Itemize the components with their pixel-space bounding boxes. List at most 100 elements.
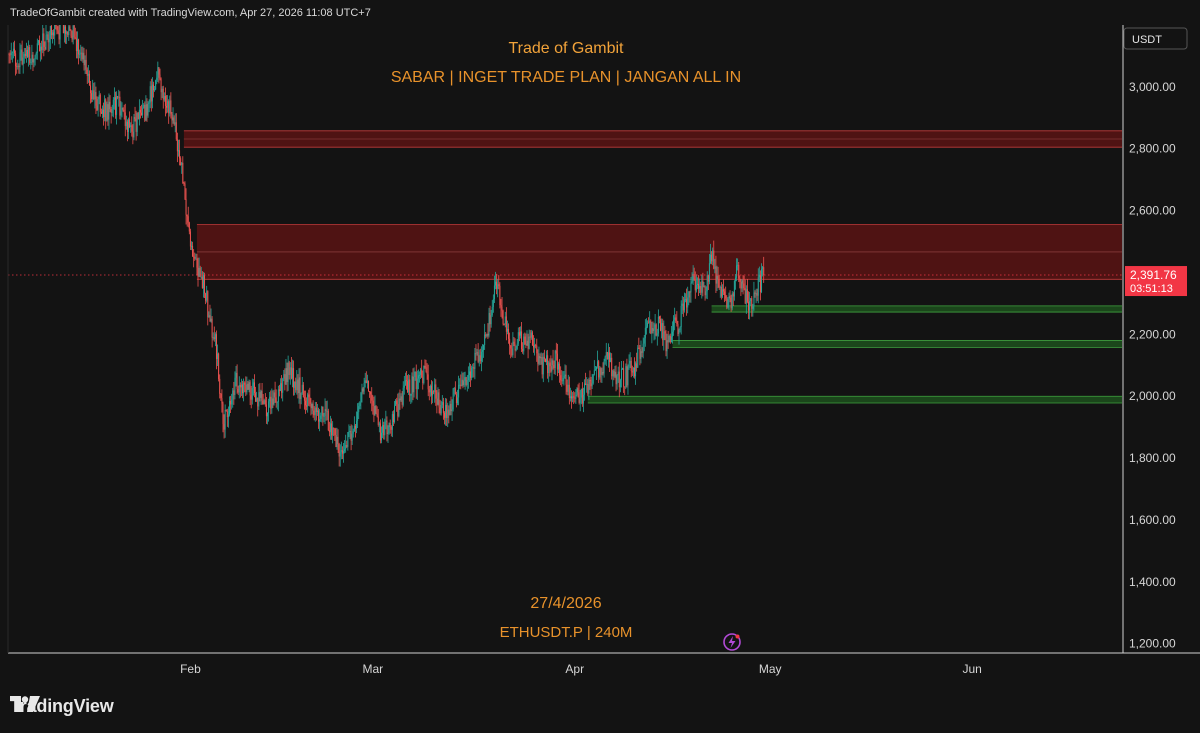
candle-body xyxy=(640,351,642,359)
candle-body xyxy=(116,96,118,115)
candle-body xyxy=(407,381,409,393)
candle-body xyxy=(690,282,692,293)
candle-body xyxy=(498,284,500,286)
candle-body xyxy=(173,117,175,125)
candle-body xyxy=(753,292,755,307)
candle-body xyxy=(688,291,690,298)
candle-body xyxy=(170,100,172,115)
candle-body xyxy=(119,96,121,116)
candle-body xyxy=(143,104,145,109)
candle-body xyxy=(87,73,89,76)
candle-body xyxy=(703,286,705,288)
candle-body xyxy=(10,52,12,56)
candle-body xyxy=(275,397,277,403)
candle-body xyxy=(523,336,525,352)
candle-body xyxy=(335,434,337,448)
candle-body xyxy=(736,265,738,278)
candle-body xyxy=(218,353,220,379)
candle-body xyxy=(25,49,27,56)
candle-body xyxy=(642,343,644,353)
candle-body xyxy=(400,396,402,401)
candle-body xyxy=(719,287,721,288)
candle-body xyxy=(375,405,377,414)
candle-body xyxy=(33,59,35,63)
candle-body xyxy=(604,356,606,361)
candle-body xyxy=(666,340,668,352)
candle-body xyxy=(285,368,287,385)
candle-body xyxy=(370,391,372,395)
candle-body xyxy=(30,62,32,64)
price-chart[interactable]: 3,000.002,800.002,600.002,400.002,200.00… xyxy=(0,25,1200,680)
candlestick-chart[interactable]: 3,000.002,800.002,600.002,400.002,200.00… xyxy=(0,25,1200,680)
candle-body xyxy=(326,410,328,412)
candle-body xyxy=(500,305,502,307)
candle-body xyxy=(255,393,257,402)
candle-body xyxy=(394,405,396,422)
tradingview-logo[interactable]: TradingView xyxy=(10,696,114,717)
candle-body xyxy=(376,413,378,417)
candle-body xyxy=(589,379,591,381)
candle-body xyxy=(93,90,95,100)
candle-body xyxy=(156,77,158,81)
candle-body xyxy=(240,384,242,388)
candle-body xyxy=(410,393,412,396)
candle-body xyxy=(364,380,366,384)
candle-body xyxy=(264,400,266,405)
candle-body xyxy=(557,363,559,370)
candle-body xyxy=(171,114,173,121)
candle-body xyxy=(286,368,288,382)
candle-body xyxy=(485,334,487,337)
candle-body xyxy=(232,390,234,400)
candle-body xyxy=(663,331,665,341)
candle-body xyxy=(473,367,475,369)
candle-body xyxy=(687,297,689,308)
candle-body xyxy=(759,274,761,293)
candle-body xyxy=(283,374,285,379)
chart-footer: TradingView xyxy=(0,680,1200,733)
candle-body xyxy=(700,285,702,293)
candle-body xyxy=(40,46,42,52)
candle-body xyxy=(452,388,454,410)
candle-body xyxy=(44,46,46,50)
candle-body xyxy=(543,356,545,359)
lightning-icon xyxy=(723,633,741,651)
candle-body xyxy=(711,254,713,262)
candle-body xyxy=(554,350,556,369)
candle-body xyxy=(53,32,55,36)
candle-body xyxy=(213,337,215,340)
candle-body xyxy=(79,53,81,55)
last-price-badge xyxy=(1125,266,1187,297)
candle-body xyxy=(150,86,152,102)
candle-body xyxy=(130,125,132,128)
candle-body xyxy=(98,94,100,100)
candle-body xyxy=(707,275,709,282)
candle-body xyxy=(713,250,715,269)
candle-body xyxy=(327,410,329,431)
candle-body xyxy=(692,273,694,282)
candle-body xyxy=(332,427,334,436)
candle-body xyxy=(250,395,252,400)
candle-body xyxy=(730,297,732,309)
candle-body xyxy=(207,291,209,318)
candle-body xyxy=(598,361,600,378)
candle-body xyxy=(215,334,217,359)
candle-body xyxy=(590,379,592,387)
candle-body xyxy=(569,396,571,399)
candle-body xyxy=(584,383,586,395)
candle-body xyxy=(297,379,299,394)
candle-body xyxy=(691,281,693,283)
candle-body xyxy=(124,112,126,127)
candle-body xyxy=(662,323,664,341)
candle-body xyxy=(280,383,282,391)
candle-body xyxy=(28,47,30,58)
support-zone xyxy=(711,305,1122,313)
candle-body xyxy=(270,396,272,409)
candle-body xyxy=(351,433,353,441)
candle-body xyxy=(486,333,488,337)
candle-body xyxy=(188,222,190,232)
candle-body xyxy=(214,334,216,340)
countdown-label: 03:51:13 xyxy=(1130,283,1173,295)
candle-body xyxy=(714,266,716,269)
candle-body xyxy=(217,353,219,359)
candle-body xyxy=(306,405,308,407)
